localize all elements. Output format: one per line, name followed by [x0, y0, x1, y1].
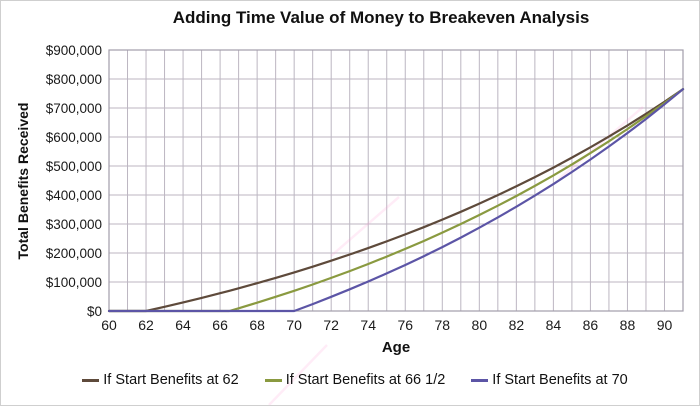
- x-tick-label: 84: [546, 317, 562, 333]
- y-tick-label: $500,000: [46, 159, 102, 174]
- legend-item-label: If Start Benefits at 66 1/2: [285, 372, 446, 388]
- legend-swatch: [471, 378, 489, 382]
- y-tick-label: $700,000: [46, 101, 102, 116]
- x-tick-label: 70: [286, 317, 302, 333]
- legend-item-label: If Start Benefits at 70: [492, 372, 628, 388]
- x-tick-label: 82: [509, 317, 525, 333]
- legend-item-label: If Start Benefits at 62: [103, 372, 239, 388]
- x-tick-label: 74: [360, 317, 376, 333]
- x-tick-label: 86: [583, 317, 599, 333]
- watermark-artifact: [268, 344, 328, 405]
- y-tick-label: $800,000: [46, 72, 102, 87]
- watermark-artifact: [558, 106, 644, 180]
- legend-item: If Start Benefits at 70: [471, 372, 628, 388]
- x-tick-label: 72: [323, 317, 339, 333]
- x-tick-label: 78: [435, 317, 451, 333]
- legend-swatch: [264, 378, 282, 382]
- legend-item: If Start Benefits at 66 1/2: [264, 372, 446, 388]
- x-tick-label: 68: [249, 317, 265, 333]
- watermark-artifact: [330, 196, 400, 257]
- x-tick-label: 88: [620, 317, 636, 333]
- y-tick-label: $0: [87, 304, 102, 319]
- x-tick-label: 62: [138, 317, 154, 333]
- x-tick-label: 60: [101, 317, 117, 333]
- x-tick-label: 80: [472, 317, 488, 333]
- legend-swatch: [82, 378, 100, 382]
- y-tick-label: $300,000: [46, 217, 102, 232]
- y-tick-label: $400,000: [46, 188, 102, 203]
- series-line-if-start-benefits-at-62: [107, 88, 685, 313]
- y-tick-label: $200,000: [46, 246, 102, 261]
- x-tick-label: 64: [175, 317, 191, 333]
- legend-item: If Start Benefits at 62: [82, 372, 239, 388]
- y-tick-label: $600,000: [46, 130, 102, 145]
- chart-title: Adding Time Value of Money to Breakeven …: [172, 8, 590, 27]
- y-tick-label: $900,000: [46, 43, 102, 58]
- legend: If Start Benefits at 62 If Start Benefits…: [1, 372, 699, 388]
- x-tick-label: 76: [397, 317, 413, 333]
- x-axis-title: Age: [381, 339, 411, 356]
- x-tick-label: 90: [657, 317, 673, 333]
- x-tick-label: 66: [212, 317, 228, 333]
- series-line-if-start-benefits-at-70: [107, 88, 685, 313]
- plot-border: [108, 49, 684, 312]
- y-tick-label: $100,000: [46, 275, 102, 290]
